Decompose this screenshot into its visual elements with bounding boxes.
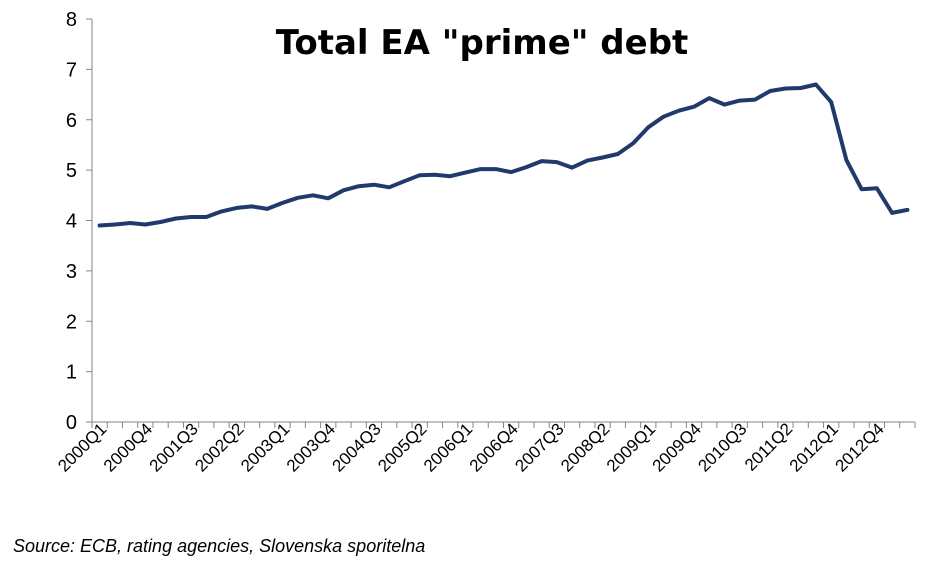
- data-point: [433, 173, 437, 177]
- data-point: [783, 87, 787, 91]
- data-point: [494, 167, 498, 171]
- data-point: [585, 159, 589, 163]
- y-tick-label: 5: [66, 160, 77, 182]
- x-tick-label: 2004Q3: [329, 419, 385, 475]
- data-point: [890, 211, 894, 215]
- data-point: [799, 86, 803, 90]
- data-point: [357, 184, 361, 188]
- data-point: [509, 170, 513, 174]
- data-point: [372, 183, 376, 187]
- data-point: [159, 220, 163, 224]
- x-tick-label: 2008Q2: [557, 419, 613, 475]
- source-note: Source: ECB, rating agencies, Slovenska …: [13, 536, 426, 556]
- axes: [91, 19, 915, 423]
- y-tick-label: 4: [66, 211, 77, 233]
- data-point: [905, 208, 909, 212]
- data-point: [98, 224, 102, 228]
- data-point: [570, 166, 574, 170]
- data-point: [402, 179, 406, 183]
- x-tick-label: 2010Q3: [694, 419, 750, 475]
- data-point: [555, 160, 559, 164]
- x-tick-label: 2005Q2: [374, 419, 430, 475]
- y-tick-label: 7: [66, 59, 77, 81]
- series-line: [97, 82, 910, 228]
- y-axis-ticks: 0 1 2 3 4 5 6 7 8: [66, 9, 92, 434]
- x-tick-label: 2006Q4: [466, 419, 522, 475]
- data-point: [189, 215, 193, 219]
- x-tick-label: 2007Q3: [511, 419, 567, 475]
- data-point: [418, 173, 422, 177]
- data-point: [524, 165, 528, 169]
- chart-title: Total EA "prime" debt: [276, 23, 689, 63]
- data-point: [265, 207, 269, 211]
- x-tick-label: 2012Q4: [832, 419, 888, 475]
- data-point: [250, 204, 254, 208]
- data-point: [692, 105, 696, 109]
- data-point: [311, 193, 315, 197]
- data-point: [860, 187, 864, 191]
- data-point: [341, 188, 345, 192]
- data-point: [174, 216, 178, 220]
- y-tick-label: 3: [66, 261, 77, 283]
- y-tick-label: 0: [66, 412, 77, 434]
- y-tick-label: 2: [66, 311, 77, 333]
- data-point: [281, 201, 285, 205]
- data-point: [479, 167, 483, 171]
- data-point: [326, 196, 330, 200]
- data-point: [722, 103, 726, 107]
- x-tick-label: 2002Q2: [191, 419, 247, 475]
- data-point: [296, 196, 300, 200]
- data-point: [616, 152, 620, 156]
- data-point: [646, 125, 650, 129]
- x-tick-label: 2009Q1: [603, 419, 659, 475]
- data-point: [707, 96, 711, 100]
- data-point: [829, 100, 833, 104]
- data-point: [875, 186, 879, 190]
- data-point: [677, 109, 681, 113]
- data-point: [814, 82, 818, 86]
- data-point: [448, 174, 452, 178]
- x-tick-label: 2000Q4: [100, 419, 156, 475]
- data-point: [738, 99, 742, 103]
- data-point: [844, 158, 848, 162]
- x-tick-label: 2003Q4: [283, 419, 339, 475]
- data-point: [631, 141, 635, 145]
- x-tick-label: 2006Q1: [420, 419, 476, 475]
- x-axis-ticks: 2000Q12000Q42001Q32002Q22003Q12003Q42004…: [54, 419, 916, 476]
- data-point: [387, 185, 391, 189]
- data-point: [540, 159, 544, 163]
- data-point: [235, 206, 239, 210]
- x-tick-label: 2011Q2: [741, 419, 796, 474]
- data-point: [463, 171, 467, 175]
- data-point: [753, 98, 757, 102]
- y-tick-label: 1: [66, 362, 77, 384]
- x-tick-label: 2003Q1: [237, 419, 293, 475]
- x-tick-label: 2009Q4: [649, 419, 705, 475]
- y-tick-label: 8: [66, 9, 77, 31]
- y-tick-label: 6: [66, 110, 77, 132]
- x-tick-label: 2001Q3: [146, 419, 202, 475]
- data-point: [113, 223, 117, 227]
- data-point: [143, 223, 147, 227]
- data-point: [220, 209, 224, 213]
- data-point: [662, 115, 666, 119]
- data-point: [601, 156, 605, 160]
- series-group: [97, 82, 910, 228]
- x-tick-label: 2000Q1: [54, 419, 110, 475]
- data-point: [768, 89, 772, 93]
- data-point: [128, 221, 132, 225]
- x-tick-label: 2012Q1: [786, 419, 842, 475]
- data-point: [204, 215, 208, 219]
